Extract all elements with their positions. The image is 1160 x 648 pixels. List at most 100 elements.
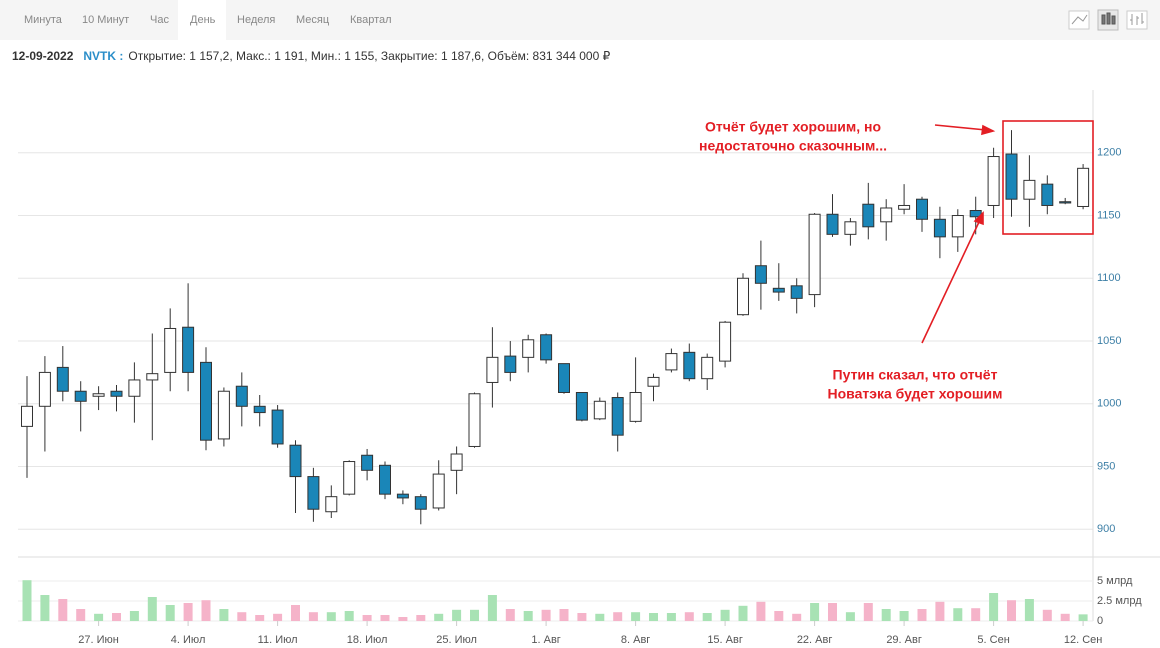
candle-body xyxy=(593,400,606,420)
highlight-box xyxy=(1002,120,1094,235)
candle-body xyxy=(361,454,374,471)
volume-bar xyxy=(917,609,927,621)
header-line: 12-09-2022 NVTK : Открытие: 1 157,2, Макс.… xyxy=(12,49,611,63)
x-tick-label: 15. Авг xyxy=(707,634,743,646)
candle-body xyxy=(987,156,1000,206)
candle-glyph xyxy=(1101,14,1106,25)
volume-bar xyxy=(1042,609,1052,621)
line-icon[interactable] xyxy=(1068,10,1090,30)
candle-body xyxy=(611,397,624,436)
chart-type-icons xyxy=(1068,9,1148,31)
annotation: Новатэка будет хорошим xyxy=(828,386,1003,402)
annotation: Отчёт будет хорошим, но xyxy=(705,119,881,135)
annotation: недостаточно сказочным... xyxy=(699,138,887,154)
volume-bar xyxy=(398,617,408,621)
volume-bar xyxy=(308,612,318,621)
candle-body xyxy=(504,355,517,373)
active-tab-bg xyxy=(178,0,226,40)
x-tick-label: 29. Авг xyxy=(886,634,922,646)
y-tick-label: 1100 xyxy=(1097,272,1121,284)
volume-bar xyxy=(434,613,444,621)
volume-bar xyxy=(845,612,855,621)
candle-body xyxy=(1077,167,1090,207)
tab[interactable]: Месяц xyxy=(296,14,330,26)
candle-glyph xyxy=(1111,15,1116,25)
candle-body xyxy=(754,265,767,284)
volume-bar xyxy=(112,613,121,621)
x-tick-label: 27. Июн xyxy=(78,634,119,646)
x-tick-label: 22. Авг xyxy=(797,634,833,646)
annotation: Путин сказал, что отчёт xyxy=(833,367,998,383)
y-tick-label: 950 xyxy=(1097,460,1115,472)
candle-body xyxy=(558,363,570,393)
volume-bar xyxy=(183,603,193,621)
volume-bar xyxy=(738,605,748,621)
tab[interactable]: Час xyxy=(150,14,169,26)
candle-body xyxy=(880,207,893,223)
tab[interactable]: Минута xyxy=(24,14,63,26)
volume-bar xyxy=(953,608,963,621)
candle-body xyxy=(92,393,105,397)
arrow xyxy=(934,124,987,131)
tab[interactable]: День xyxy=(190,14,216,26)
candle-body xyxy=(414,496,427,510)
header-date: 12-09-2022 xyxy=(12,49,74,63)
x-tick-label: 25. Июл xyxy=(436,634,477,646)
candle-body xyxy=(647,376,660,387)
volume-bar xyxy=(810,603,820,621)
volume-bar xyxy=(237,612,247,621)
volume-bar xyxy=(40,595,50,621)
tab[interactable]: 10 Минут xyxy=(82,14,129,26)
candle-body xyxy=(719,321,732,362)
candle-body xyxy=(826,213,839,235)
tab[interactable]: Квартал xyxy=(350,14,392,26)
candle-body xyxy=(307,476,320,510)
volume-bar xyxy=(129,611,139,621)
candle-body xyxy=(808,213,821,296)
x-tick-label: 11. Июл xyxy=(258,634,298,646)
candle-body xyxy=(164,327,177,373)
line-glyph xyxy=(1071,14,1088,25)
volume-bar xyxy=(1078,614,1088,621)
candle-body xyxy=(737,277,749,316)
y-tick-label: 900 xyxy=(1097,523,1115,535)
volume-bar xyxy=(1007,600,1016,621)
plot: 900 950 1000 1050 1100 1150 1200 0 2.5 млрд 5 млр… xyxy=(18,90,1160,646)
annotation-shapes xyxy=(921,120,1094,344)
candle-body xyxy=(540,334,553,361)
volume-bar xyxy=(487,595,497,621)
candle-body xyxy=(790,285,803,299)
candle-body xyxy=(1059,201,1072,204)
volume-bar xyxy=(828,603,837,621)
candle-body xyxy=(1041,183,1054,206)
volume-bar xyxy=(452,609,462,621)
candle-body xyxy=(379,464,391,495)
bar-glyph xyxy=(1130,13,1144,25)
tab[interactable]: Неделя xyxy=(237,14,275,26)
candle-body xyxy=(862,203,875,228)
volume-bar xyxy=(76,609,86,621)
candle-body xyxy=(343,461,356,495)
volume-bar xyxy=(684,612,694,621)
volume-bar xyxy=(380,615,390,621)
volume-bar xyxy=(666,613,676,621)
volume-bar xyxy=(863,603,873,621)
candle-body xyxy=(182,326,195,373)
arrow-head xyxy=(981,124,996,136)
volume-bar xyxy=(613,612,623,621)
x-tick-label: 1. Авг xyxy=(531,634,560,646)
candle-body xyxy=(522,339,535,358)
volume-bar xyxy=(416,615,426,621)
x-tick-label: 8. Авг xyxy=(621,634,650,646)
volume-bar xyxy=(326,612,336,621)
candle-body xyxy=(432,473,445,509)
volume-bar xyxy=(1060,613,1070,621)
volume-bar xyxy=(273,613,283,621)
candle-body xyxy=(289,444,302,478)
volume-bar xyxy=(577,613,587,621)
volume-bar xyxy=(631,612,641,621)
volume-bar xyxy=(523,611,533,621)
candle-body xyxy=(683,351,696,380)
volume-bar xyxy=(255,615,265,621)
volume-bar xyxy=(989,593,999,621)
